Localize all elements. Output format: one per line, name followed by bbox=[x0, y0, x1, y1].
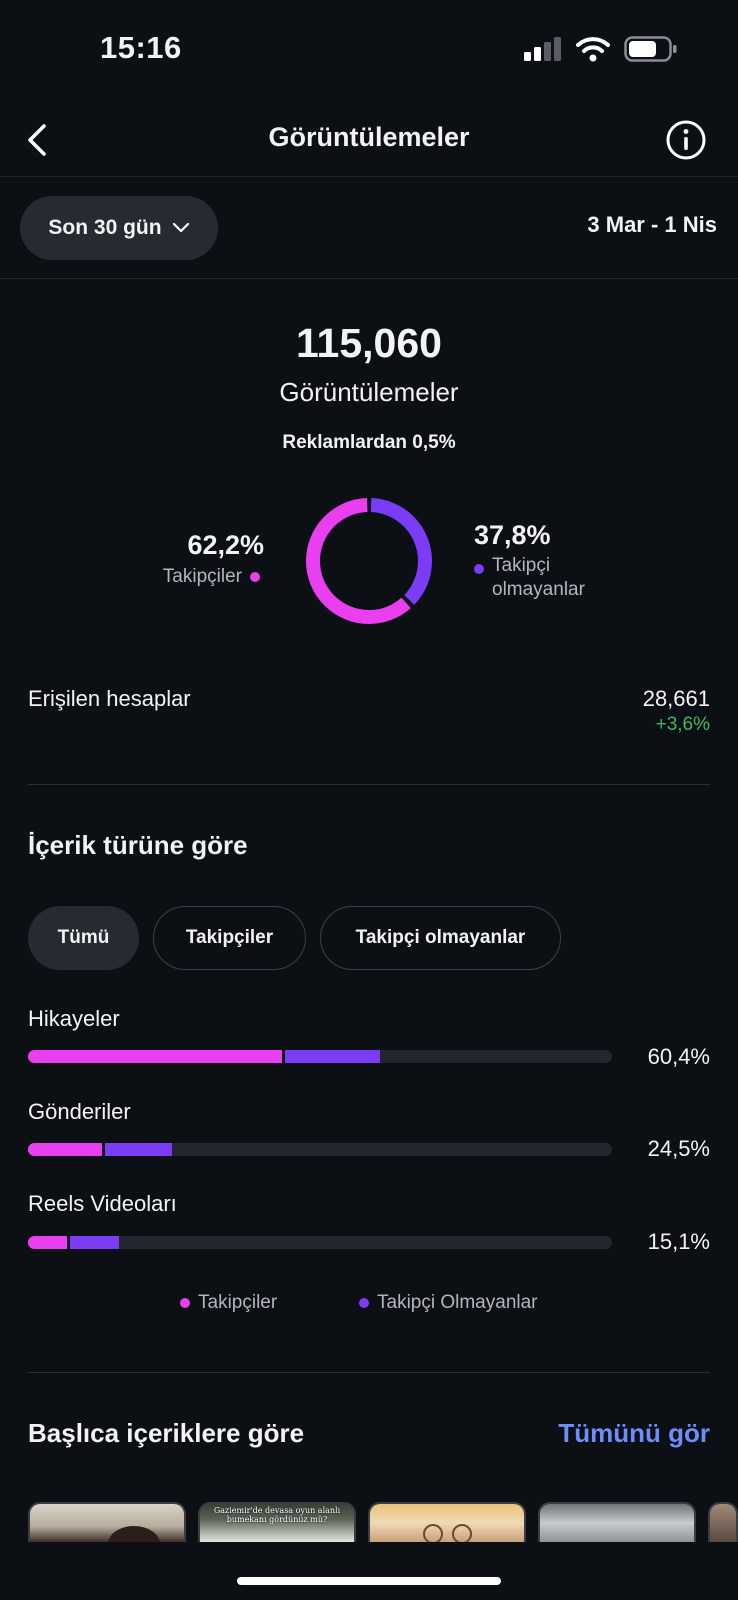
reached-accounts-value: 28,661 bbox=[642, 686, 710, 711]
chevron-down-icon bbox=[172, 222, 189, 233]
wifi-icon bbox=[576, 37, 610, 62]
legend-followers: Takipçiler bbox=[180, 1292, 277, 1314]
reached-accounts-change: +3,6% bbox=[655, 714, 710, 735]
content-thumbnail[interactable]: Gaziemir'de devasa oyun alanlı bumekanı … bbox=[198, 1502, 356, 1542]
see-all-link[interactable]: Tümünü gör bbox=[558, 1418, 710, 1448]
reels-label: Reels Videoları bbox=[28, 1191, 177, 1216]
stories-label: Hikayeler bbox=[28, 1006, 120, 1031]
status-time: 15:16 bbox=[100, 30, 182, 65]
cellular-signal-icon bbox=[524, 37, 561, 61]
content-type-title: İçerik türüne göre bbox=[28, 830, 248, 860]
legend-followers-dot bbox=[180, 1298, 190, 1308]
person-photo-icon bbox=[108, 1526, 160, 1542]
donut-followers-slice bbox=[306, 498, 432, 624]
non-followers-legend: Takipçi olmayanlar bbox=[474, 554, 585, 602]
donut-non-followers-slice bbox=[306, 498, 432, 624]
filter-divider bbox=[0, 278, 738, 279]
stories-followers-segment bbox=[28, 1050, 283, 1063]
legend-non-followers: Takipçi Olmayanlar bbox=[359, 1292, 538, 1314]
date-range-dropdown[interactable]: Son 30 gün bbox=[20, 196, 218, 260]
followers-dot bbox=[250, 572, 260, 582]
tab-non-followers[interactable]: Takipçi olmayanlar bbox=[320, 906, 561, 970]
posts-non-followers-segment bbox=[101, 1143, 173, 1156]
followers-percent: 62,2% bbox=[187, 530, 264, 560]
non-followers-label: Takipçi olmayanlar bbox=[492, 554, 585, 602]
reels-followers-segment bbox=[28, 1236, 68, 1249]
legend-followers-label: Takipçiler bbox=[198, 1292, 278, 1313]
section-divider bbox=[28, 784, 710, 785]
legend-non-followers-label: Takipçi Olmayanlar bbox=[377, 1292, 538, 1313]
content-thumbnail[interactable] bbox=[368, 1502, 526, 1542]
reels-bar bbox=[28, 1236, 612, 1249]
info-icon[interactable] bbox=[664, 118, 708, 162]
stories-percent: 60,4% bbox=[647, 1044, 710, 1069]
views-donut-chart bbox=[306, 498, 432, 624]
non-followers-label-line2: olmayanlar bbox=[492, 579, 585, 600]
page-title: Görüntülemeler bbox=[268, 122, 470, 152]
thumbnail-caption-line1: Gaziemir'de devasa oyun alanlı bbox=[213, 1506, 341, 1515]
legend-non-followers-dot bbox=[359, 1298, 369, 1308]
stories-bar bbox=[28, 1050, 612, 1063]
total-views-value: 115,060 bbox=[296, 320, 442, 366]
reels-percent: 15,1% bbox=[647, 1229, 710, 1254]
posts-label: Gönderiler bbox=[28, 1099, 131, 1124]
stories-non-followers-segment bbox=[282, 1050, 381, 1063]
content-thumbnail[interactable] bbox=[28, 1502, 186, 1542]
non-followers-label-line1: Takipçi bbox=[492, 555, 551, 576]
tab-all[interactable]: Tümü bbox=[28, 906, 139, 970]
reels-non-followers-segment bbox=[67, 1236, 120, 1249]
total-views-label: Görüntülemeler bbox=[279, 377, 459, 407]
thumbnail-caption: Gaziemir'de devasa oyun alanlı bumekanı … bbox=[200, 1504, 354, 1524]
posts-bar bbox=[28, 1143, 612, 1156]
date-range-dropdown-label: Son 30 gün bbox=[48, 216, 162, 239]
home-indicator[interactable] bbox=[237, 1577, 501, 1585]
posts-followers-segment bbox=[28, 1143, 102, 1156]
back-button[interactable] bbox=[20, 120, 60, 160]
thumbnail-caption-line2: bumekanı gördünüz mü? bbox=[226, 1515, 328, 1524]
non-followers-dot bbox=[474, 564, 484, 574]
date-range-text: 3 Mar - 1 Nis bbox=[587, 212, 717, 237]
status-icons bbox=[524, 36, 678, 62]
tab-followers[interactable]: Takipçiler bbox=[153, 906, 306, 970]
glasses-photo-icon bbox=[423, 1524, 472, 1542]
top-content-title: Başlıca içeriklere göre bbox=[28, 1418, 305, 1448]
battery-icon bbox=[624, 36, 677, 62]
header-divider bbox=[0, 176, 738, 177]
followers-label: Takipçiler bbox=[162, 566, 242, 587]
posts-percent: 24,5% bbox=[647, 1136, 710, 1161]
content-thumbnail[interactable] bbox=[708, 1502, 738, 1542]
followers-legend: Takipçiler bbox=[163, 566, 260, 588]
section-divider-2 bbox=[28, 1372, 710, 1373]
content-thumbnail[interactable] bbox=[538, 1502, 696, 1542]
reached-accounts-label: Erişilen hesaplar bbox=[28, 686, 191, 711]
non-followers-percent: 37,8% bbox=[474, 520, 551, 550]
ads-note: Reklamlardan 0,5% bbox=[282, 432, 456, 453]
